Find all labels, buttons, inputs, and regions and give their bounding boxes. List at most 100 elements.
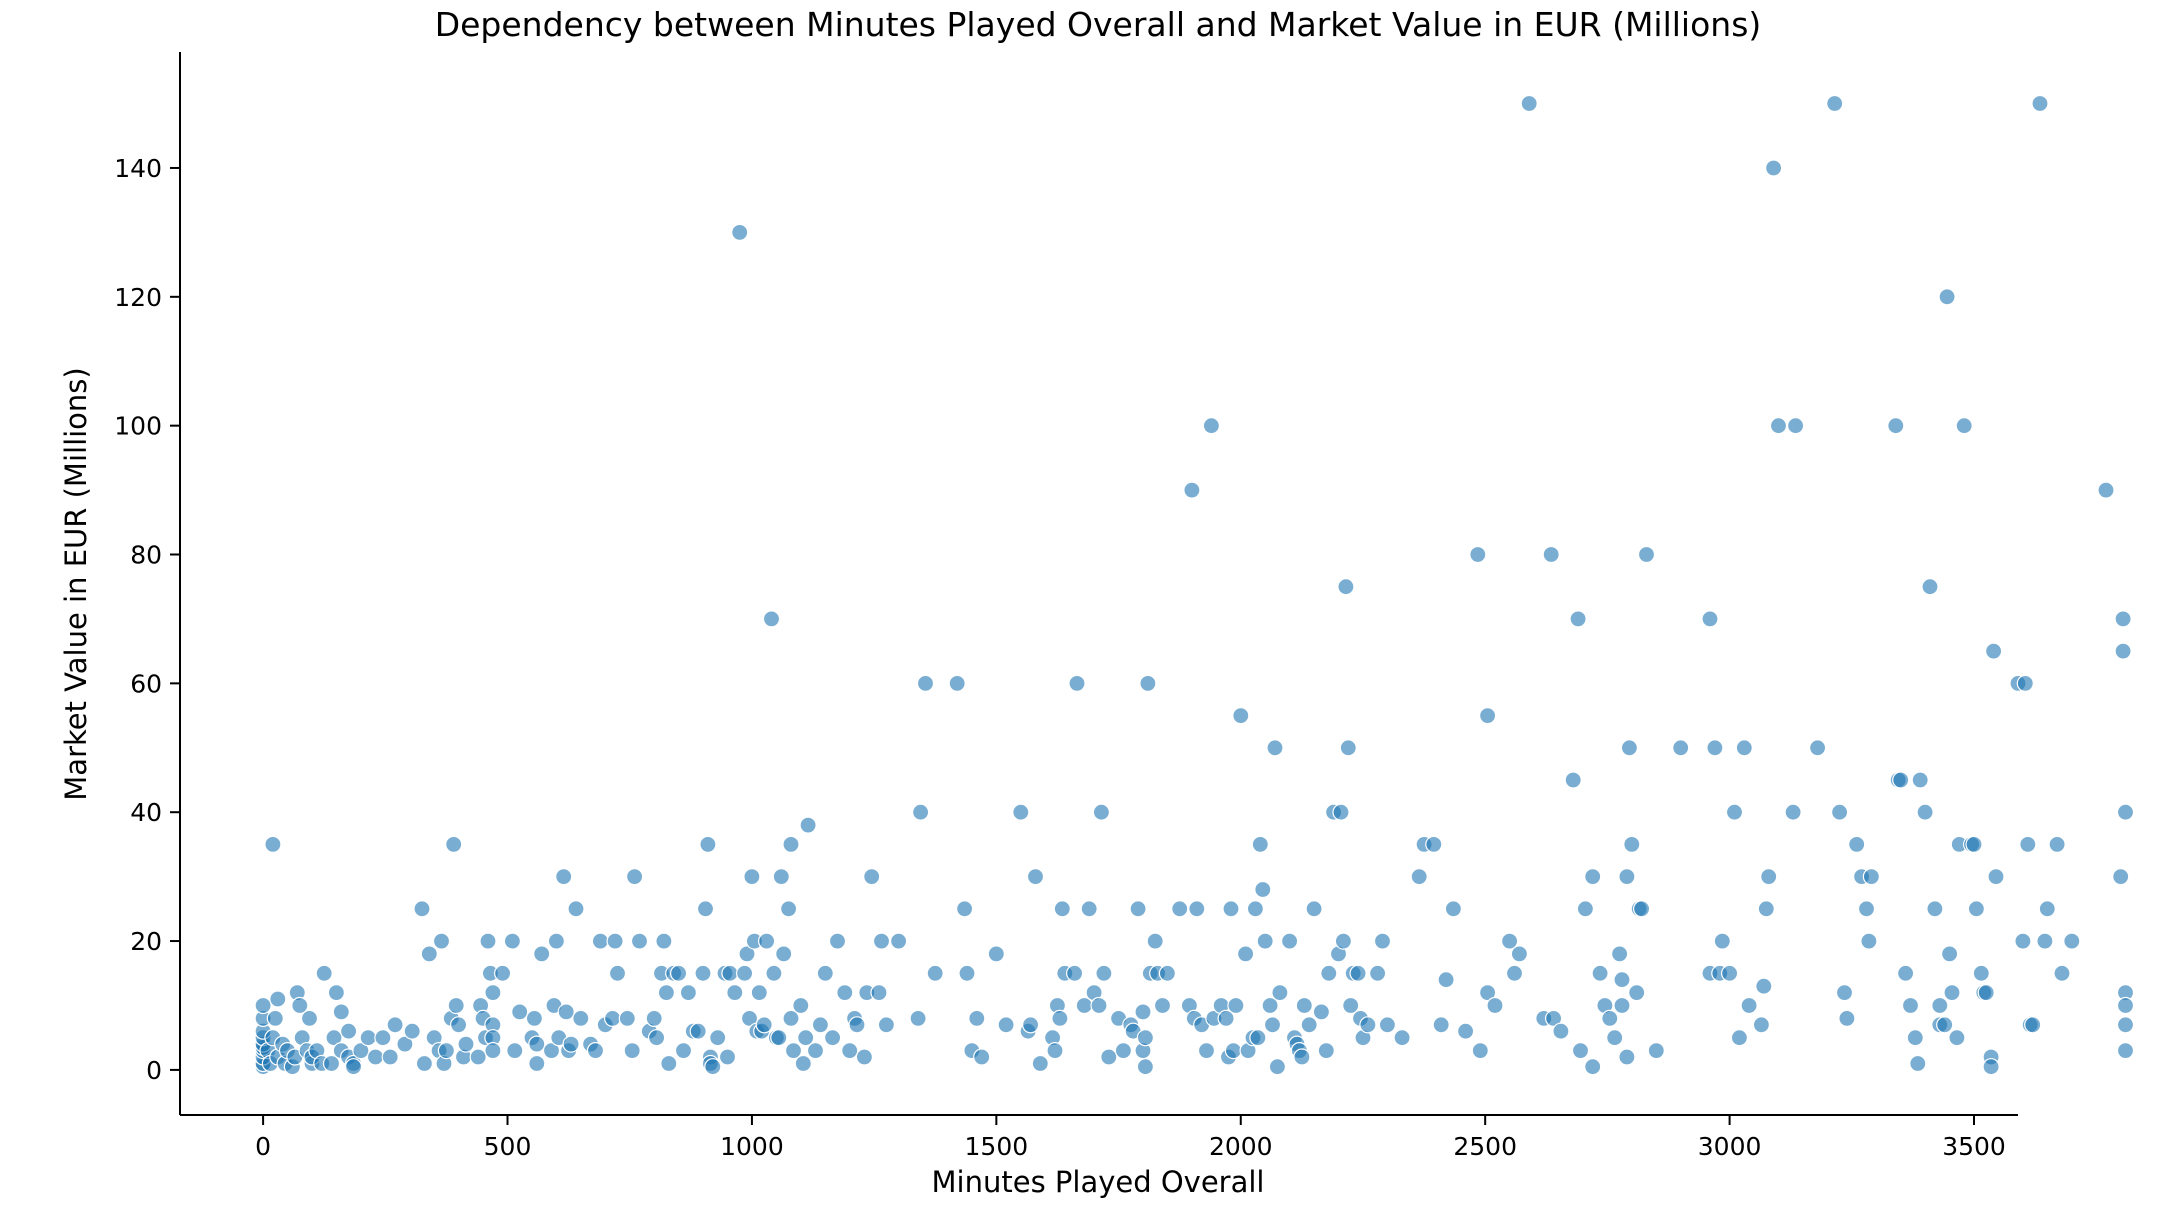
y-tick-label: 120 xyxy=(114,283,162,312)
scatter-point xyxy=(782,835,800,854)
scatter-point xyxy=(254,996,272,1015)
scatter-point xyxy=(782,1009,800,1028)
scatter-point xyxy=(1100,1048,1118,1066)
scatter-point xyxy=(816,964,834,982)
scatter-point xyxy=(525,1009,544,1028)
scatter-point xyxy=(1469,545,1487,564)
scatter-point xyxy=(696,900,715,918)
scatter-point xyxy=(322,1054,341,1073)
scatter-point xyxy=(1808,739,1827,757)
scatter-point xyxy=(1977,983,1995,1002)
scatter-point xyxy=(1647,1041,1665,1060)
scatter-point xyxy=(1158,964,1177,982)
scatter-point xyxy=(1256,932,1274,950)
scatter-point xyxy=(1444,900,1463,918)
scatter-point xyxy=(479,932,497,950)
scatter-point xyxy=(1114,1041,1133,1060)
scatter-point xyxy=(586,1041,605,1060)
scatter-point xyxy=(770,1029,788,1047)
scatter-point xyxy=(660,1054,678,1073)
scatter-point xyxy=(1425,835,1443,854)
scatter-point xyxy=(1373,932,1392,950)
scatter-point xyxy=(340,1022,358,1040)
scatter-point xyxy=(909,1009,927,1028)
y-tick-label: 0 xyxy=(146,1056,162,1085)
y-tick-label: 80 xyxy=(130,541,162,570)
scatter-point xyxy=(926,964,944,982)
scatter-point xyxy=(266,1009,284,1028)
scatter-point xyxy=(755,1016,773,1034)
scatter-point xyxy=(359,1029,377,1047)
scatter-point xyxy=(2019,835,2037,854)
scatter-point xyxy=(1564,771,1582,789)
scatter-point xyxy=(606,932,624,950)
scatter-point xyxy=(484,983,502,1002)
x-tick-label: 0 xyxy=(255,1132,271,1161)
scatter-point xyxy=(1051,1009,1069,1028)
x-tick-label: 1000 xyxy=(720,1132,784,1161)
scatter-point xyxy=(1838,1009,1856,1028)
y-tick-label: 100 xyxy=(114,412,162,441)
scatter-point xyxy=(445,835,463,854)
scatter-point xyxy=(1911,771,1929,789)
scatter-point xyxy=(1339,739,1357,757)
scatter-point xyxy=(1317,1041,1335,1060)
scatter-point xyxy=(772,867,790,886)
scatter-point xyxy=(1342,996,1360,1015)
scatter-point xyxy=(1478,983,1497,1002)
scatter-point xyxy=(735,964,754,982)
scatter-point xyxy=(315,964,333,982)
scatter-point xyxy=(1706,739,1724,757)
scatter-point xyxy=(1312,1003,1331,1021)
scatter-point xyxy=(1410,867,1428,886)
scatter-point xyxy=(386,1016,404,1034)
scatter-point xyxy=(1349,964,1367,982)
y-tick-label: 40 xyxy=(130,798,162,827)
scatter-point xyxy=(494,964,512,982)
scatter-point xyxy=(542,1041,561,1060)
scatter-point xyxy=(792,996,810,1015)
scatter-point xyxy=(1065,964,1084,982)
scatter-point xyxy=(1623,835,1641,854)
scatter-point xyxy=(1769,417,1788,435)
scatter-point xyxy=(1757,900,1775,918)
x-axis-ticks: 0 500 1000 1500 2000 2500 3000 3500 xyxy=(255,1115,2006,1161)
scatter-point xyxy=(623,1041,641,1060)
scatter-point xyxy=(1835,983,1854,1002)
scatter-point xyxy=(877,1016,896,1034)
scatter-point xyxy=(567,900,585,918)
scatter-point xyxy=(1129,900,1147,918)
scatter-point xyxy=(1569,610,1587,628)
scatter-point xyxy=(1760,867,1778,886)
scatter-point xyxy=(1784,803,1802,821)
scatter-point xyxy=(1293,1048,1311,1066)
scatter-point xyxy=(1500,932,1519,950)
chart-title: Dependency between Minutes Played Overal… xyxy=(435,5,1762,44)
scatter-point xyxy=(669,964,688,982)
scatter-point xyxy=(828,932,847,950)
scatter-point xyxy=(1752,1016,1771,1034)
scatter-point xyxy=(1725,803,1744,821)
scatter-point xyxy=(420,945,438,963)
scatter-point xyxy=(557,1003,575,1021)
scatter-point xyxy=(1948,1029,1966,1047)
scatter-point xyxy=(916,674,935,693)
scatter-point xyxy=(1478,706,1497,725)
x-tick-label: 3000 xyxy=(1698,1132,1762,1161)
scatter-point xyxy=(657,983,676,1002)
scatter-point xyxy=(1246,900,1265,918)
scatter-point xyxy=(1896,964,1915,982)
scatter-point xyxy=(300,1009,319,1028)
scatter-point xyxy=(352,1041,370,1060)
scatter-point xyxy=(511,1003,529,1021)
y-axis-label: Market Value in EUR (Millions) xyxy=(59,367,93,800)
scatter-point xyxy=(955,900,974,918)
scatter-point xyxy=(1628,983,1646,1002)
scatter-point xyxy=(1584,1058,1602,1076)
scatter-point xyxy=(1987,867,2005,886)
scatter-point xyxy=(1224,1041,1243,1060)
scatter-point xyxy=(731,223,749,241)
scatter-point xyxy=(1432,1016,1450,1034)
scatter-point xyxy=(1613,971,1631,989)
scatter-point xyxy=(679,983,698,1002)
